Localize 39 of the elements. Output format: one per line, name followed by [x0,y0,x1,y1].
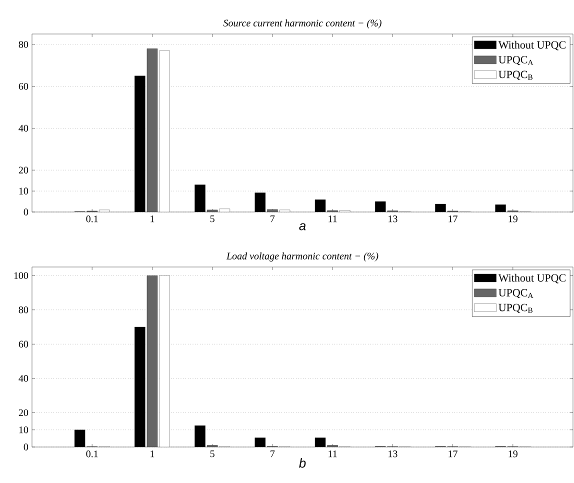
x-tick-label: 11 [328,450,337,458]
x-tick-label: 13 [388,216,398,222]
legend-label: Without UPQC [498,40,566,50]
y-tick-label: 40 [18,375,28,382]
chart-title: Source current harmonic content − (%) [223,19,382,28]
y-tick-label: 40 [18,124,28,132]
legend-label: Without UPQC [498,274,566,284]
y-tick-label: 10 [19,188,28,194]
x-tick-label: 0.1 [86,450,98,458]
legend-label: UPQC$_{A}$ [498,289,534,298]
y-tick-label: 0 [24,444,28,450]
y-tick-label: 60 [18,82,28,90]
x-axis-title: b [299,458,306,468]
y-tick-label: 20 [18,166,28,174]
x-tick-label: 1 [150,450,154,458]
x-tick-label: 11 [328,216,337,222]
x-tick-label: 7 [270,216,275,222]
x-axis-title: a [299,223,306,230]
legend-label: UPQC$_{B}$ [498,70,532,80]
y-tick-label: 80 [18,306,28,314]
x-tick-label: 0.1 [86,216,98,222]
y-tick-label: 60 [18,340,28,348]
y-tick-label: 10 [19,426,28,434]
x-tick-label: 5 [210,216,214,222]
x-tick-label: 1 [150,216,154,222]
x-tick-label: 5 [210,450,214,458]
chart-title: Load voltage harmonic content − (%) [226,252,378,262]
y-tick-label: 20 [18,409,28,416]
x-tick-label: 17 [448,450,458,458]
legend-label: UPQC$_{A}$ [498,56,534,66]
x-tick-label: 17 [448,216,458,222]
x-tick-label: 19 [508,216,518,222]
y-tick-label: 80 [18,41,28,48]
x-tick-label: 7 [270,450,275,458]
legend-label: UPQC$_{B}$ [498,304,532,313]
x-tick-label: 19 [508,450,518,458]
y-tick-label: 100 [14,272,28,279]
x-tick-label: 13 [388,450,398,458]
y-tick-label: 0 [24,208,28,216]
